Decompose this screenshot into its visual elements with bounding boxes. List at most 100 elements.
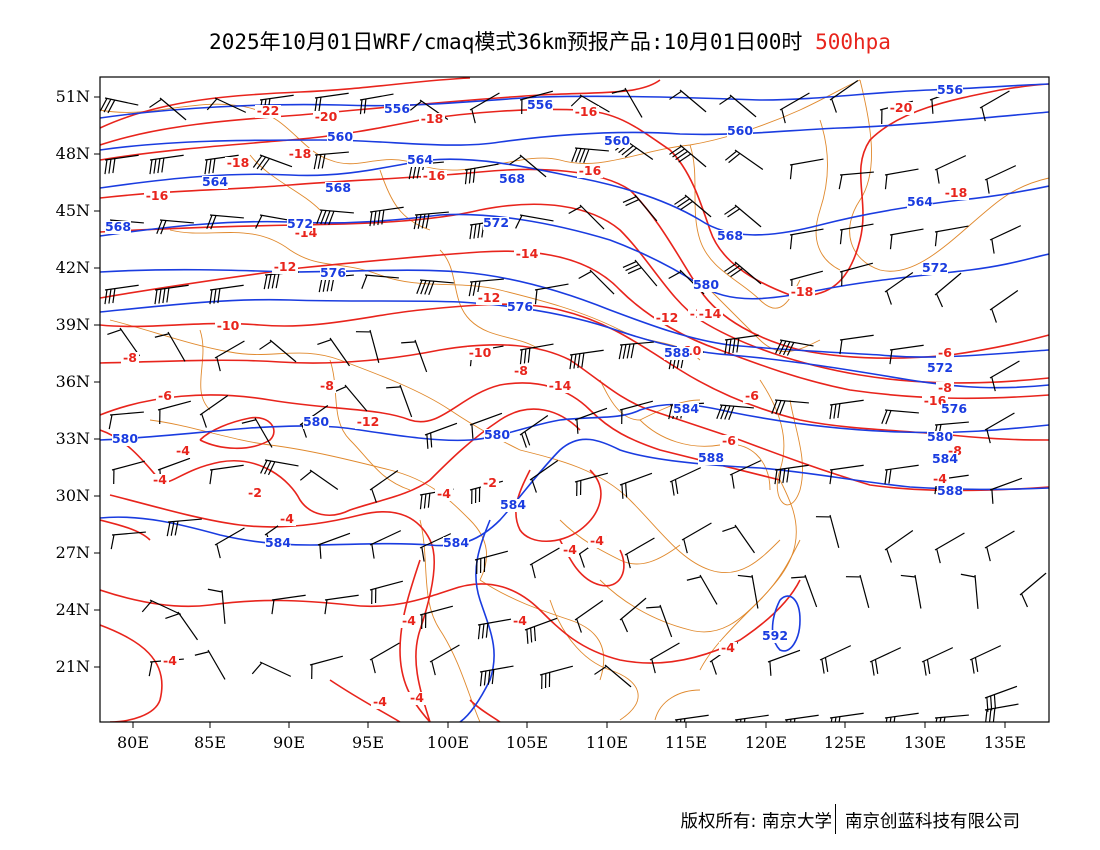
wind-barb <box>401 339 428 373</box>
temperature-contour-label: -4 <box>933 471 947 486</box>
wind-barb <box>149 154 184 175</box>
wind-barb <box>569 349 604 370</box>
wind-barb <box>214 340 245 372</box>
height-contour-label: 556 <box>527 97 553 112</box>
wind-barb <box>724 204 762 228</box>
wind-barb <box>989 477 1023 504</box>
wind-barb <box>386 384 413 418</box>
temperature-contour-label: -10 <box>469 345 492 360</box>
wind-barb <box>934 272 962 308</box>
wind-barb <box>984 412 1015 444</box>
height-contour-label: 584 <box>932 451 958 466</box>
wind-barb <box>779 92 810 124</box>
temperature-contour-label: -8 <box>514 363 528 378</box>
height-contour-label: 580 <box>303 414 329 429</box>
wind-barb <box>984 530 1015 562</box>
wind-barb <box>111 460 145 485</box>
temperature-contour-label: -16 <box>924 393 947 408</box>
wind-barb <box>669 144 707 168</box>
wind-barb <box>355 329 380 363</box>
wind-barb <box>574 600 604 633</box>
temperature-contour-label: -6 <box>745 388 759 403</box>
temperature-contour-label: -12 <box>357 414 380 429</box>
wind-barb <box>369 470 399 503</box>
wind-barb <box>900 574 922 609</box>
wind-barb <box>669 89 707 113</box>
wind-barb <box>771 399 809 415</box>
wind-barb <box>619 472 653 499</box>
wind-barb <box>316 209 354 226</box>
wind-barb <box>251 661 292 677</box>
wind-barb <box>829 712 864 722</box>
wind-barb <box>889 228 924 250</box>
temperature-contour-label: -20 <box>890 100 913 115</box>
wind-barb <box>141 599 182 615</box>
temperature-contour-label: -4 <box>373 694 387 709</box>
lon-tick-label: 90E <box>273 733 305 752</box>
wind-barb <box>884 168 919 190</box>
footer-copyright: 版权所有: 南京大学 <box>680 812 832 832</box>
lat-tick-label: 21N <box>56 657 90 676</box>
wind-barb <box>791 574 818 608</box>
height-contour-label: 588 <box>664 345 690 360</box>
height-contour-label: 572 <box>922 260 948 275</box>
height-contour-label: 584 <box>500 497 526 512</box>
height-contour-label: 576 <box>941 401 967 416</box>
wind-barb <box>369 580 403 605</box>
plot-frame <box>99 76 1050 723</box>
wind-barb <box>681 522 712 554</box>
height-contour-label: 576 <box>507 299 533 314</box>
wind-barb <box>413 211 449 230</box>
wind-barb <box>509 154 547 178</box>
wind-barb <box>829 464 864 485</box>
contour-labels: -22 -20 -18 -20 -18 -16 -18 -16 -16 -16 -18 -14 -14 -… <box>105 82 969 709</box>
temperature-contour-label: -4 <box>513 613 527 628</box>
wind-barb <box>618 341 654 360</box>
lon-tick-label: 120E <box>745 733 787 752</box>
temperature-contour-label: -10 <box>217 318 240 333</box>
height-contour-label: 560 <box>604 133 630 148</box>
lon-tick-label: 95E <box>352 733 384 752</box>
lon-tick-label: 115E <box>665 733 707 752</box>
wind-barb <box>263 271 299 290</box>
temperature-contour-label: -12 <box>656 310 679 325</box>
temperature-contour-label: -16 <box>579 163 602 178</box>
wind-barb <box>574 407 608 434</box>
wind-barb <box>934 532 965 564</box>
height-contour-label: 560 <box>327 129 353 144</box>
wind-barb <box>934 714 969 722</box>
wind-barb <box>574 472 608 497</box>
height-contour-label: 576 <box>320 265 346 280</box>
wind-barb <box>100 97 139 114</box>
temperature-contour-label: -6 <box>938 345 952 360</box>
temperature-contour-label: -4 <box>153 472 167 487</box>
wind-barb <box>674 194 712 218</box>
temperature-contour-label: -4 <box>721 640 735 655</box>
lat-tick-label: 51N <box>56 87 90 106</box>
wind-barb <box>299 469 339 490</box>
wind-barb <box>165 611 198 641</box>
wind-barb <box>884 712 919 722</box>
wind-barb <box>259 339 297 363</box>
height-contour-label: 588 <box>937 483 963 498</box>
height-contour-label: 588 <box>698 450 724 465</box>
temperature-contour-label: -18 <box>791 284 814 299</box>
height-contour-label: 580 <box>484 427 510 442</box>
wind-barb <box>889 344 924 365</box>
wind-barb <box>313 151 349 170</box>
wind-barb <box>839 223 874 245</box>
wind-barb <box>984 703 1019 722</box>
height-contour-label: 592 <box>762 628 788 643</box>
pressure-level: 500hpa <box>815 30 891 54</box>
height-contour-label: 584 <box>265 535 291 550</box>
wind-barbs <box>100 80 1047 722</box>
height-contour-label: 584 <box>673 401 699 416</box>
wind-barb <box>309 655 343 680</box>
temperature-contour-label: -4 <box>410 690 424 705</box>
wind-barb <box>317 532 351 559</box>
wind-barb <box>204 154 239 175</box>
wind-barb <box>524 617 558 644</box>
lat-tick-label: 27N <box>56 543 90 562</box>
wind-barb <box>419 533 452 562</box>
temperature-contour-label: -6 <box>158 388 172 403</box>
